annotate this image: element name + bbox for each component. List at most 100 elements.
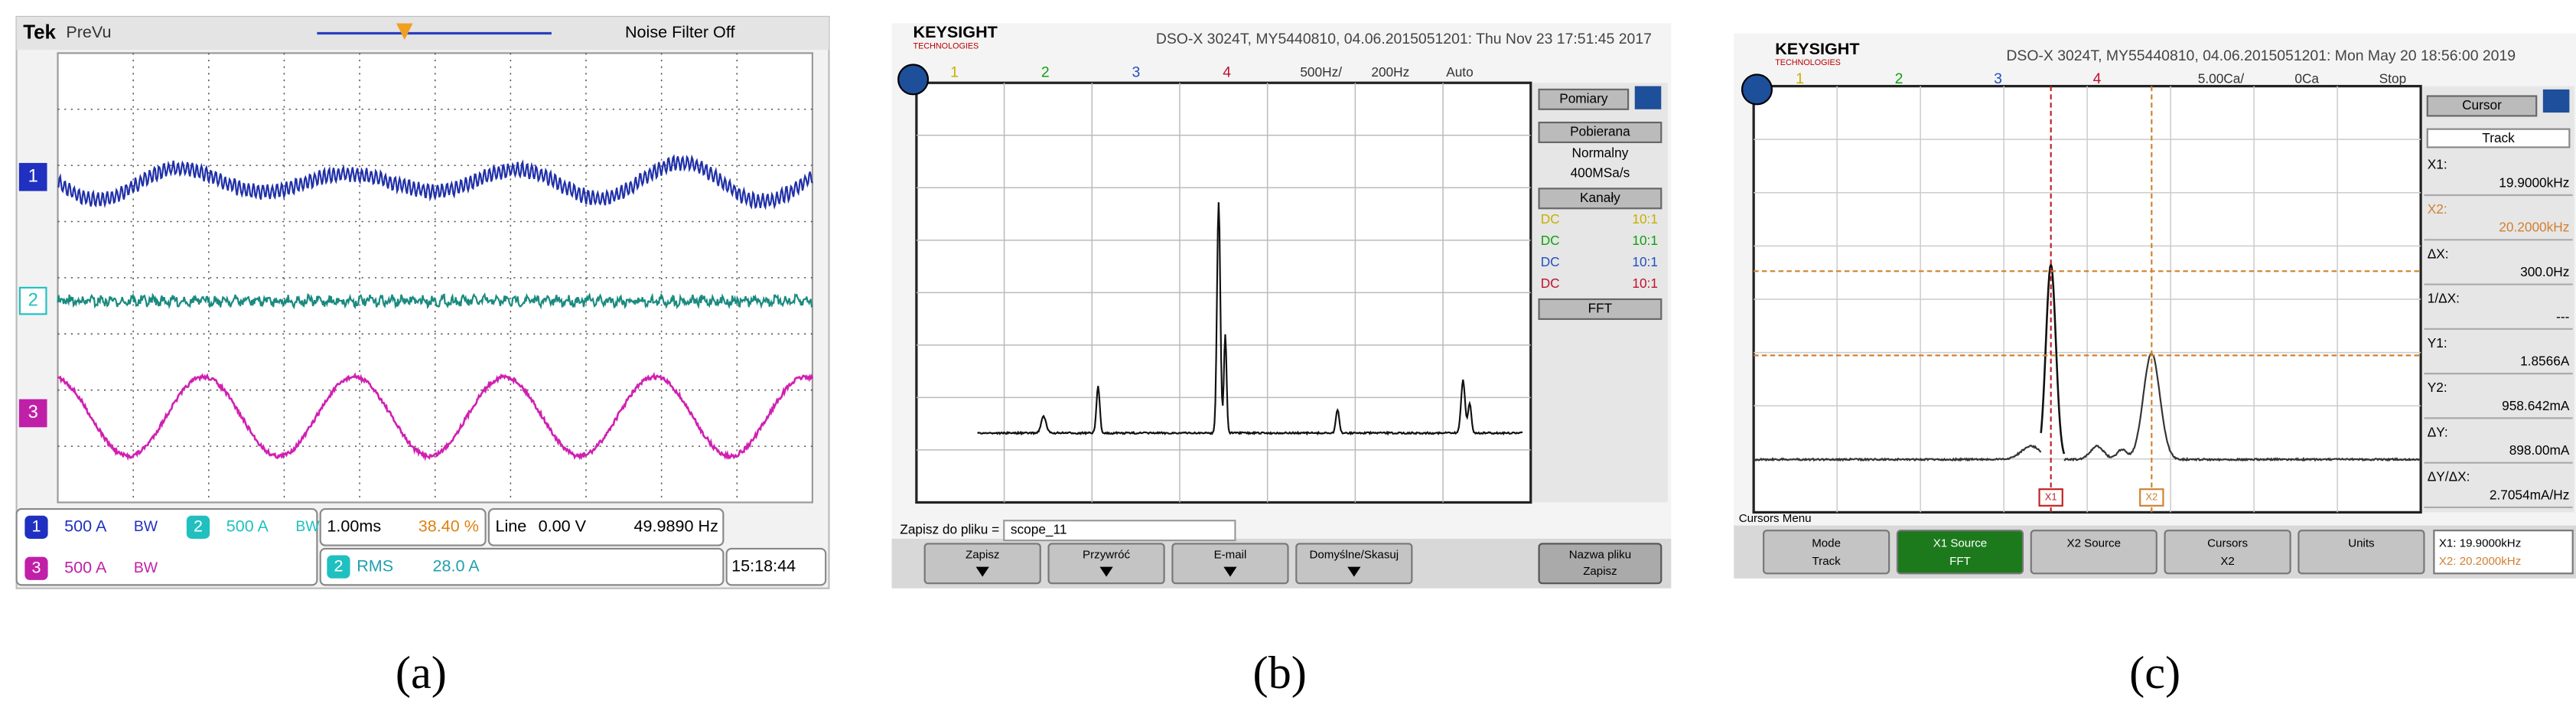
label: 2 bbox=[1895, 70, 1904, 87]
label: 1 bbox=[31, 517, 41, 536]
caption: (c) bbox=[2129, 647, 2180, 699]
waveform bbox=[57, 292, 813, 310]
label: DC bbox=[1541, 254, 1560, 269]
channel-badge bbox=[327, 555, 350, 579]
softkey bbox=[2030, 530, 2158, 575]
label: 49.9890 Hz bbox=[634, 517, 718, 536]
label: 2 bbox=[28, 290, 38, 310]
label: RMS bbox=[357, 556, 393, 575]
label: 0Ca bbox=[2294, 70, 2319, 86]
label: scope_11 bbox=[1011, 522, 1067, 537]
label: FFT bbox=[1949, 555, 1971, 568]
softkey bbox=[1763, 530, 1890, 575]
logo: KEYSIGHT bbox=[913, 22, 998, 41]
label: Pomiary bbox=[1559, 90, 1608, 106]
label: ΔY/ΔX: bbox=[2428, 469, 2470, 484]
logo: KEYSIGHT bbox=[1775, 39, 1859, 58]
label: Stop bbox=[2379, 70, 2407, 86]
label: Kanały bbox=[1580, 190, 1620, 205]
softkey-arrow bbox=[975, 566, 989, 577]
softkey-arrow bbox=[1099, 566, 1113, 577]
header: DSO-X 3024T, MY55440810, 04.06.201505120… bbox=[2006, 47, 2516, 64]
label: Przywróć bbox=[1083, 549, 1131, 562]
softkey-arrow bbox=[1347, 566, 1361, 577]
softkey bbox=[1047, 543, 1165, 585]
label: 0.00 V bbox=[539, 517, 587, 536]
label: 1 bbox=[1796, 70, 1804, 87]
caption: (b) bbox=[1252, 647, 1306, 699]
label: 500 A bbox=[64, 557, 107, 576]
label: 10:1 bbox=[1632, 254, 1658, 269]
label: BW bbox=[134, 518, 158, 535]
label: X1 Source bbox=[1933, 536, 1987, 550]
label: ΔX: bbox=[2428, 246, 2449, 261]
waveform bbox=[2040, 261, 2066, 455]
menu-item bbox=[2426, 128, 2571, 148]
label: 898.00mA bbox=[2509, 442, 2570, 458]
cursor-tag bbox=[2038, 488, 2063, 507]
label: 3 bbox=[1132, 64, 1141, 80]
label: 400MSa/s bbox=[1571, 165, 1630, 181]
label: 10:1 bbox=[1632, 233, 1658, 248]
label: Nazwa pliku bbox=[1569, 549, 1631, 562]
label: 1.8566A bbox=[2520, 354, 2570, 369]
label: BW bbox=[295, 518, 320, 535]
label: DC bbox=[1541, 276, 1560, 291]
label: 4 bbox=[1223, 64, 1231, 80]
label: Normalny bbox=[1572, 145, 1629, 161]
label: 15:18:44 bbox=[731, 556, 796, 575]
waveform bbox=[1753, 445, 2042, 462]
channel-marker bbox=[18, 286, 47, 315]
label: Mode bbox=[1812, 536, 1841, 550]
label: X2 bbox=[2220, 555, 2234, 568]
label: 1.00ms bbox=[327, 517, 381, 536]
label: 20.2000kHz bbox=[2499, 220, 2569, 235]
channel-badge bbox=[24, 515, 48, 539]
label: 2 bbox=[1041, 64, 1050, 80]
label: Cursor bbox=[2462, 97, 2502, 113]
channel-marker bbox=[18, 399, 47, 428]
label: 5.00Ca/ bbox=[2198, 70, 2245, 86]
label: Cursors bbox=[2207, 536, 2248, 550]
label: 200Hz bbox=[1371, 64, 1409, 80]
label: 1/ΔX: bbox=[2428, 291, 2460, 306]
label: Y2: bbox=[2428, 380, 2447, 395]
label: 19.9000kHz bbox=[2499, 174, 2569, 190]
label: Line bbox=[496, 517, 527, 536]
label: FFT bbox=[1588, 300, 1613, 315]
knob bbox=[1741, 73, 1773, 106]
label: X1 bbox=[2045, 491, 2057, 502]
meas-box bbox=[319, 547, 725, 586]
label: Pobierana bbox=[1570, 124, 1630, 139]
menu-icon bbox=[2542, 89, 2570, 113]
label: 3 bbox=[1994, 70, 2002, 87]
clock-box bbox=[725, 547, 827, 586]
side-menu bbox=[2422, 86, 2574, 513]
label: DC bbox=[1541, 233, 1560, 248]
knob bbox=[897, 64, 930, 96]
trigger-box bbox=[487, 508, 725, 546]
label: Track bbox=[2482, 130, 2515, 145]
label: DC bbox=[1541, 211, 1560, 227]
label: Tek bbox=[23, 21, 56, 43]
header: DSO-X 3024T, MY5440810, 04.06.2015051201… bbox=[1156, 31, 1652, 47]
label: Zapisz do pliku = bbox=[900, 522, 999, 537]
waveform bbox=[977, 202, 1523, 436]
softkey bbox=[2164, 530, 2291, 575]
label: 2.7054mA/Hz bbox=[2490, 487, 2570, 502]
file-field bbox=[1003, 520, 1236, 542]
label: 10:1 bbox=[1632, 276, 1658, 291]
menu-item bbox=[1538, 188, 1663, 210]
softkey bbox=[1896, 530, 2024, 575]
cursor-tag bbox=[2139, 488, 2164, 507]
label: X2 bbox=[2145, 491, 2158, 502]
waveform bbox=[57, 154, 813, 210]
menu-icon bbox=[1634, 86, 1662, 109]
label: E-mail bbox=[1214, 549, 1247, 562]
softkey bbox=[1295, 543, 1413, 585]
channel-badge bbox=[186, 515, 210, 539]
label: Zapisz bbox=[966, 549, 999, 562]
caption: (a) bbox=[396, 647, 447, 699]
